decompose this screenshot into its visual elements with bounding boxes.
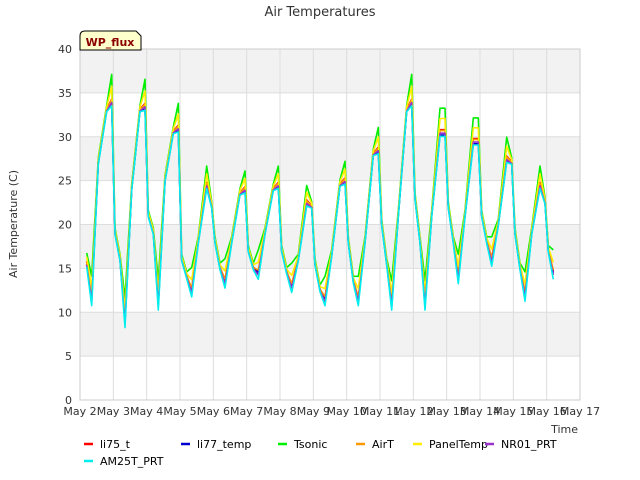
legend-item: NR01_PRT [485,438,557,451]
plot-band [80,92,580,137]
y-tick-label: 0 [65,394,72,407]
legend-label: li75_t [100,438,131,451]
legend-label: AM25T_PRT [100,455,164,468]
y-axis-ticks: 0 5 10 15 20 25 30 35 40 [58,43,72,407]
y-tick-label: 25 [58,175,72,188]
legend-item: AirT [356,438,394,451]
plot-band [80,312,580,357]
x-tick-label: May 3 [97,405,130,418]
x-tick-label: May 10 [327,405,367,418]
legend-label: NR01_PRT [501,438,557,451]
x-tick-label: May 11 [360,405,400,418]
badge-label: WP_flux [86,36,135,49]
legend-label: li77_temp [197,438,251,451]
plot-band [80,268,580,313]
x-tick-label: May 8 [263,405,296,418]
legend-item: li75_t [84,438,131,451]
plot-frame [79,48,581,401]
x-tick-label: May 17 [560,405,600,418]
legend-item: Tsonic [278,438,327,451]
y-tick-label: 10 [58,306,72,319]
x-tick-label: May 12 [393,405,433,418]
x-axis-ticks: May 2 May 3 May 4 May 5 May 6 May 7 May 8 May 9… [63,405,600,418]
x-tick-label: May 16 [527,405,567,418]
y-tick-label: 35 [58,87,72,100]
y-tick-label: 5 [65,350,72,363]
x-tick-label: May 13 [427,405,467,418]
y-tick-label: 20 [58,219,72,232]
x-tick-label: May 6 [197,405,230,418]
legend-label: AirT [372,438,394,451]
plot-band [80,136,580,181]
series-lines [85,73,555,329]
legend-item: PanelTemp [413,438,488,451]
legend: li75_t li77_temp Tsonic AirT PanelTemp NR01_P… [84,438,557,468]
x-tick-label: May 2 [63,405,96,418]
wp-flux-badge: WP_flux [79,30,142,51]
x-tick-label: May 14 [460,405,500,418]
series-line-am25t-prt [85,105,555,329]
x-tick-label: May 15 [493,405,533,418]
legend-label: PanelTemp [429,438,488,451]
x-tick-label: May 9 [297,405,330,418]
y-axis-label: Air Temperature (C) [7,170,20,278]
x-tick-label: May 4 [130,405,163,418]
chart-title: Air Temperatures [264,5,375,20]
y-tick-label: 15 [58,262,72,275]
y-tick-label: 30 [58,131,72,144]
plot-band [80,180,580,225]
plot-band [80,356,580,400]
x-tick-label: May 5 [163,405,196,418]
x-axis-label: Time [550,423,578,436]
y-tick-label: 40 [58,43,72,56]
legend-label: Tsonic [293,438,327,451]
plot-band [80,49,580,93]
legend-item: li77_temp [181,438,251,451]
x-tick-label: May 7 [230,405,263,418]
legend-item: AM25T_PRT [84,455,164,468]
